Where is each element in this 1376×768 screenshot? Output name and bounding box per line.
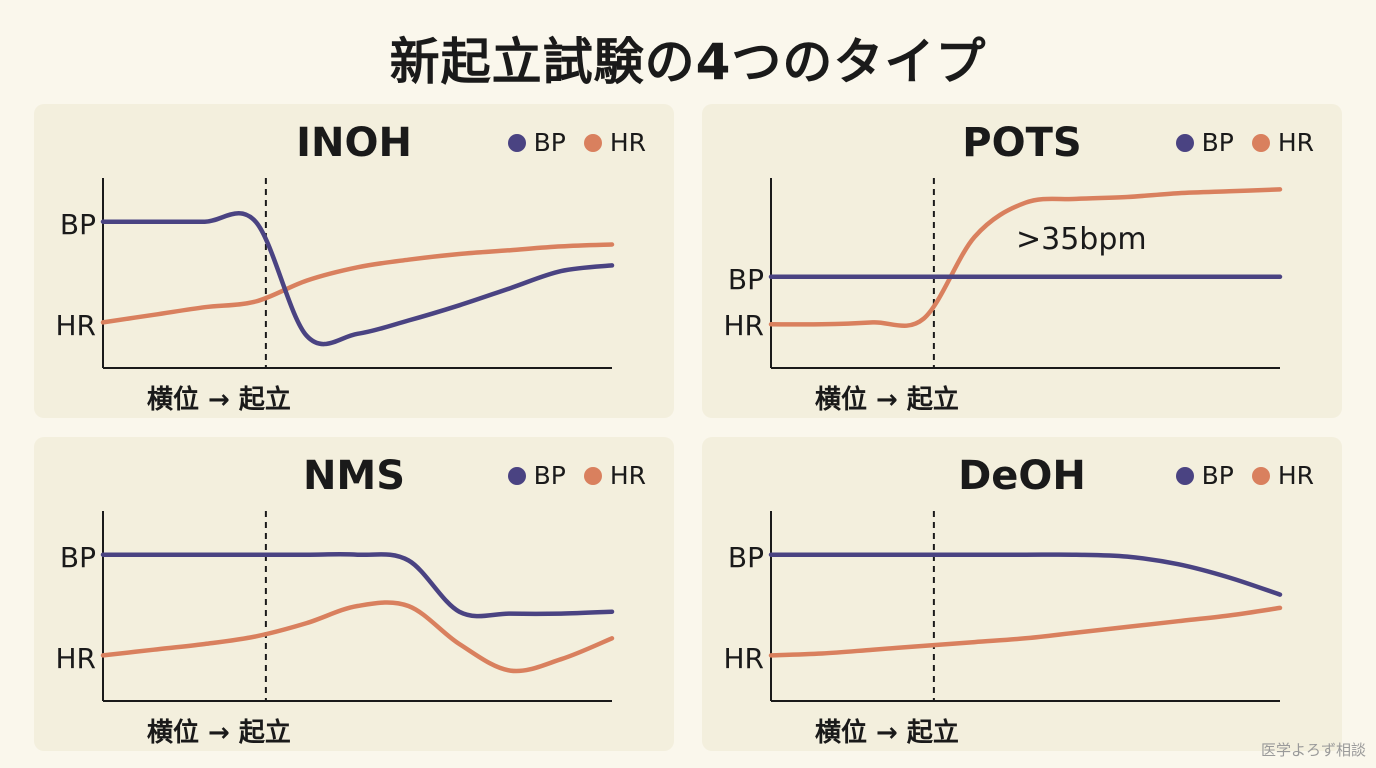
legend-item-bp: BP [507, 128, 566, 157]
chart-panel-inoh: INOH BP HR BP HR 横位 → 起立 [34, 104, 674, 418]
legend-label-bp: BP [1201, 128, 1234, 157]
hr-legend-marker [1251, 133, 1270, 152]
series-line-hr [100, 600, 615, 674]
watermark: 医学よろず相談 [1260, 741, 1366, 759]
chart-plot [768, 511, 1283, 702]
y-label-bp: BP [727, 541, 764, 574]
page-title: 新起立試験の4つのタイプ [389, 33, 987, 91]
y-label-bp: BP [727, 263, 764, 296]
chart-legend: BP HR [1158, 128, 1314, 157]
legend-item-bp: BP [1175, 128, 1234, 157]
chart-legend: BP HR [490, 461, 646, 490]
legend-label-hr: HR [1277, 128, 1314, 157]
chart-panel-pots: POTS BP HR BP HR 横位 → 起立 >35bpm [702, 104, 1342, 418]
chart-plot [100, 511, 615, 702]
series-line-bp [100, 552, 615, 619]
chart-legend: BP HR [490, 128, 646, 157]
chart-title: POTS [962, 120, 1082, 166]
legend-item-hr: HR [583, 461, 646, 490]
legend-label-bp: BP [533, 128, 566, 157]
legend-label-hr: HR [1277, 461, 1314, 490]
series-line-bp [768, 552, 1283, 597]
chart-plot [768, 178, 1283, 369]
legend-item-hr: HR [1251, 461, 1314, 490]
legend-item-bp: BP [1175, 461, 1234, 490]
hr-legend-marker [583, 133, 602, 152]
y-label-bp: BP [59, 208, 96, 241]
y-label-hr: HR [55, 642, 96, 675]
x-axis-label: 横位 → 起立 [815, 718, 959, 748]
bp-legend-marker [507, 466, 526, 485]
series-line-hr [768, 605, 1283, 658]
series-line-hr [768, 187, 1283, 329]
legend-item-bp: BP [507, 461, 566, 490]
y-label-hr: HR [723, 309, 764, 342]
chart-title: INOH [296, 120, 412, 166]
legend-label-bp: BP [533, 461, 566, 490]
hr-legend-marker [1251, 466, 1270, 485]
series-line-hr [100, 242, 615, 325]
chart-plot [100, 178, 615, 369]
legend-item-hr: HR [1251, 128, 1314, 157]
legend-label-hr: HR [609, 461, 646, 490]
bp-legend-marker [507, 133, 526, 152]
series-line-bp [100, 211, 615, 347]
bp-legend-marker [1175, 133, 1194, 152]
hr-legend-marker [583, 466, 602, 485]
x-axis-label: 横位 → 起立 [815, 385, 959, 415]
x-axis-label: 横位 → 起立 [147, 385, 291, 415]
x-axis-label: 横位 → 起立 [147, 718, 291, 748]
y-label-bp: BP [59, 541, 96, 574]
legend-label-bp: BP [1201, 461, 1234, 490]
legend-label-hr: HR [609, 128, 646, 157]
chart-panel-deoh: DeOH BP HR BP HR 横位 → 起立 [702, 437, 1342, 751]
chart-title: DeOH [958, 453, 1086, 499]
chart-panel-nms: NMS BP HR BP HR 横位 → 起立 [34, 437, 674, 751]
y-label-hr: HR [723, 642, 764, 675]
chart-legend: BP HR [1158, 461, 1314, 490]
chart-title: NMS [302, 453, 406, 499]
legend-item-hr: HR [583, 128, 646, 157]
y-label-hr: HR [55, 309, 96, 342]
bp-legend-marker [1175, 466, 1194, 485]
hr-rise-annotation: >35bpm [1016, 222, 1147, 257]
